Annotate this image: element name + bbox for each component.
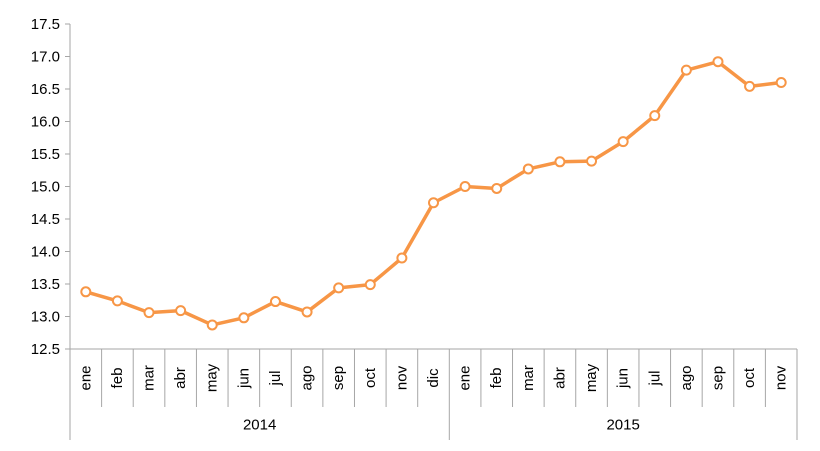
series-line (84, 59, 783, 327)
x-tick-label: feb (488, 368, 505, 389)
x-tick-label: ene (77, 365, 94, 390)
x-axis: ene feb mar abr may jun jul ago sep oct nov dic ene f… (69, 348, 798, 440)
y-tick-label: 14.0 (31, 244, 60, 261)
y-tick-label: 14.5 (31, 211, 60, 228)
x-tick-label: nov (393, 365, 410, 390)
x-tick-label: jul (267, 370, 284, 386)
x-tick-label: sep (709, 366, 726, 390)
data-point (364, 279, 376, 291)
data-point (428, 197, 439, 209)
data-point (111, 295, 123, 307)
y-tick-label: 13.0 (31, 309, 60, 326)
x-tick-label: mar (141, 365, 158, 391)
x-tick-label: abr (551, 367, 568, 389)
data-point (680, 64, 692, 76)
x-tick-label: jun (235, 368, 252, 389)
data-point (554, 156, 566, 168)
x-tick-label: oct (362, 367, 379, 388)
x-tick-label: feb (109, 368, 126, 389)
data-point (522, 163, 534, 175)
x-tick-label: ene (457, 365, 474, 390)
data-point (333, 282, 345, 294)
x-tick-label: nov (773, 365, 790, 390)
x-tick-label: may (204, 363, 221, 392)
data-point (775, 77, 787, 88)
y-tick-label: 15.0 (31, 179, 60, 196)
data-point (649, 110, 661, 122)
x-tick-label: mar (520, 365, 537, 391)
x-tick-label: jul (646, 370, 663, 386)
data-point (459, 181, 471, 192)
x-group-label: 2014 (243, 417, 276, 434)
x-group-label: 2015 (606, 417, 639, 434)
x-tick-label: jun (615, 368, 632, 389)
data-point (301, 306, 313, 318)
data-point (80, 286, 92, 298)
data-point (269, 296, 281, 308)
data-point (396, 252, 408, 264)
data-point (143, 307, 155, 319)
x-tick-label: ago (678, 365, 695, 390)
x-tick-label: may (583, 363, 600, 392)
data-point (712, 56, 724, 68)
data-point (617, 136, 629, 148)
data-point (744, 80, 756, 92)
y-tick-label: 17.5 (31, 16, 60, 33)
x-tick-label: abr (172, 367, 189, 389)
y-tick-label: 12.5 (31, 341, 60, 358)
y-tick-label: 17.0 (31, 49, 60, 66)
x-tick-label: ago (299, 365, 316, 390)
x-tick-label: sep (330, 366, 347, 390)
data-point (238, 312, 250, 324)
data-point (175, 305, 187, 317)
data-point (491, 182, 503, 194)
data-point (206, 319, 218, 331)
y-tick-label: 13.5 (31, 276, 60, 293)
y-tick-label: 15.5 (31, 146, 60, 163)
x-tick-label: oct (741, 367, 758, 388)
series-layer (80, 56, 787, 331)
x-tick-label: dic (425, 368, 442, 388)
y-tick-label: 16.5 (31, 81, 60, 98)
y-tick-label: 16.0 (31, 114, 60, 131)
y-axis: 12.5 13.0 13.5 14.0 14.5 15.0 15.5 16.0 16.5 17.0… (31, 16, 71, 440)
data-point (586, 155, 598, 167)
